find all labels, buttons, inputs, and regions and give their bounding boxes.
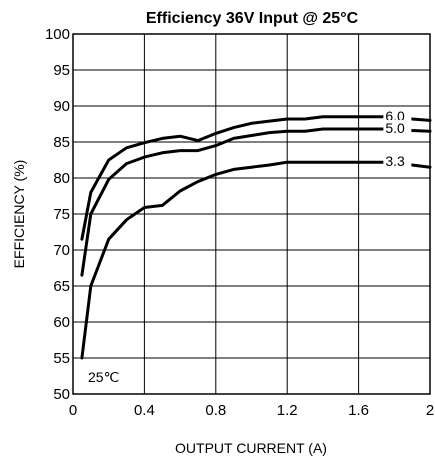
y-tick-label: 90 <box>53 98 70 115</box>
x-tick-label: 1.2 <box>277 402 298 419</box>
y-tick-label: 85 <box>53 134 70 151</box>
series-line-6-0 <box>80 115 432 241</box>
series-label-backdrop <box>383 107 412 122</box>
x-tick-label: 0.4 <box>134 402 155 419</box>
x-tick-label: 2 <box>426 402 434 419</box>
y-tick-label: 55 <box>53 350 70 367</box>
series-label: 5.0 <box>385 120 405 136</box>
x-tick-label: 1.6 <box>348 402 369 419</box>
grid-lines <box>73 34 430 394</box>
series-line-3-3 <box>80 160 432 360</box>
y-tick-label: 70 <box>53 242 70 259</box>
temperature-annotation: 25℃ <box>88 369 119 385</box>
y-tick-label: 75 <box>53 206 70 223</box>
series-line-5-0 <box>80 127 432 277</box>
series-label-backdrop <box>383 120 412 135</box>
y-axis-label: EFFICIENCY (%) <box>11 160 27 269</box>
y-tick-label: 50 <box>53 386 70 403</box>
y-tick-label: 60 <box>53 314 70 331</box>
series-label: 6.0 <box>385 108 405 124</box>
x-tick-label: 0 <box>69 402 77 419</box>
y-tick-label: 100 <box>45 26 70 43</box>
chart-title: Efficiency 36V Input @ 25°C <box>146 10 359 27</box>
series-labels: 6.05.0 3.3 <box>383 107 412 169</box>
y-tick-label: 95 <box>53 62 70 79</box>
y-tick-label: 80 <box>53 170 70 187</box>
y-axis-ticks: 50 55 60 65 70 75 80 85 90 95 100 <box>45 26 70 403</box>
series-label-backdrop <box>383 153 412 168</box>
x-axis-ticks: 0 0.4 0.8 1.2 1.6 2 <box>69 402 434 419</box>
plot-frame <box>72 33 431 395</box>
x-tick-label: 0.8 <box>205 402 226 419</box>
y-tick-label: 65 <box>53 278 70 295</box>
series-label: 3.3 <box>385 153 405 169</box>
series-lines <box>80 115 432 360</box>
x-axis-label: OUTPUT CURRENT (A) <box>175 440 327 456</box>
